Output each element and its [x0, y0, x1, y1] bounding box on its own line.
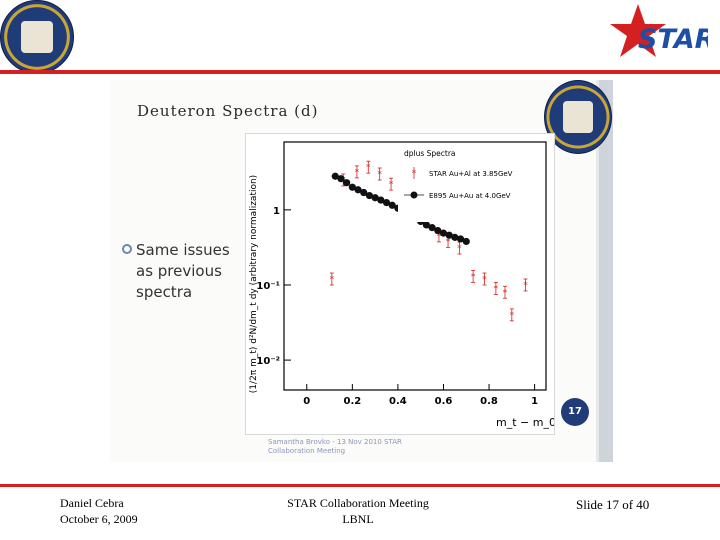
svg-text:*: *	[471, 272, 476, 282]
slide-counter: Slide 17 of 40	[576, 497, 650, 512]
e895-data-point	[422, 221, 430, 229]
embedded-slide: Deuteron Spectra (d) Same issues as prev…	[110, 80, 613, 462]
uc-seal-logo	[0, 0, 74, 74]
svg-text:*: *	[457, 244, 462, 254]
svg-text:*: *	[510, 311, 515, 321]
header-divider	[0, 70, 720, 74]
svg-text:*: *	[437, 232, 442, 242]
e895-data-point	[365, 191, 374, 200]
e895-data-point	[371, 194, 379, 202]
legend-box	[398, 144, 544, 222]
legend: dplus Spectra*STAR Au+Al at 3.85GeVE895 …	[398, 144, 544, 222]
event-location: LBNL	[342, 512, 374, 526]
credit-line-1: Samantha Brovko - 13 Nov 2010 STAR	[268, 438, 402, 446]
star-data-point: *	[389, 177, 394, 191]
bullet-text: Same issues as previous spectra	[136, 241, 230, 301]
star-data-point: *	[471, 270, 476, 283]
x-tick-label: 0.2	[343, 396, 361, 407]
y-tick-label: 1	[273, 206, 280, 217]
svg-text:*: *	[503, 288, 508, 298]
spectra-plot: (1/2π m_t) d²N/dm_t dy (arbitrary normal…	[245, 133, 556, 435]
spectra-chart: (1/2π m_t) d²N/dm_t dy (arbitrary normal…	[249, 141, 556, 429]
slide-credit: Samantha Brovko - 13 Nov 2010 STAR Colla…	[268, 438, 468, 456]
svg-text:*: *	[446, 237, 451, 247]
e895-data-point	[428, 224, 436, 232]
seal-book-emblem-small	[563, 101, 593, 133]
x-tick-label: 0.6	[435, 396, 453, 407]
e895-data-point	[434, 226, 442, 235]
y-tick-label: 10⁻²	[256, 356, 280, 367]
svg-text:*: *	[523, 281, 528, 291]
seal-book-emblem	[21, 21, 53, 53]
x-tick-label: 1	[531, 396, 538, 407]
e895-data-point	[348, 183, 356, 191]
e895-data-point	[462, 237, 470, 246]
e895-data-point	[337, 175, 345, 183]
star-data-point: *	[494, 282, 499, 295]
x-tick-label: 0.8	[480, 396, 498, 407]
uc-seal-small	[544, 80, 612, 154]
svg-text:*: *	[482, 275, 487, 285]
e895-data-point	[451, 233, 459, 241]
bullet-icon	[122, 244, 132, 254]
svg-text:*: *	[389, 180, 394, 190]
star-logo-text: STAR	[638, 24, 708, 55]
slide-page-number: 17	[561, 398, 589, 426]
star-data-point: *	[377, 167, 382, 181]
star-data-point: *	[510, 308, 515, 322]
svg-text:*: *	[366, 163, 371, 173]
star-logo-icon: STAR	[610, 4, 715, 57]
svg-text:*: *	[355, 168, 360, 178]
slide-edge-light	[596, 80, 599, 462]
e895-data-point	[456, 235, 465, 243]
e895-data-point	[388, 201, 396, 209]
e895-data-point	[382, 198, 391, 207]
e895-data-point	[343, 179, 351, 187]
star-data-point: *	[355, 165, 360, 179]
e895-data-point	[377, 196, 385, 204]
e895-data-point	[360, 188, 368, 197]
slide-edge-stripe	[599, 80, 613, 462]
star-data-point: *	[330, 272, 335, 286]
y-axis-label: (1/2π m_t) d²N/dm_t dy (arbitrary normal…	[249, 175, 259, 393]
e895-data-point	[354, 186, 362, 194]
legend-entry: STAR Au+Al at 3.85GeV	[429, 170, 513, 178]
footer-author: Daniel Cebra October 6, 2009	[60, 495, 138, 527]
star-data-point: *	[457, 241, 462, 255]
footer-event: STAR Collaboration Meeting LBNL	[258, 495, 458, 527]
x-tick-label: 0.4	[389, 396, 407, 407]
event-name: STAR Collaboration Meeting	[287, 496, 429, 510]
x-axis-label: m_t − m_0	[496, 416, 554, 429]
e895-data-point	[445, 231, 453, 239]
star-data-point: *	[366, 160, 371, 174]
legend-entry: E895 Au+Au at 4.0GeV	[429, 192, 511, 200]
svg-text:*: *	[494, 284, 499, 294]
star-data-point: *	[482, 272, 487, 286]
credit-line-2: Collaboration Meeting	[268, 447, 346, 455]
footer-divider	[0, 484, 720, 487]
star-logo: STAR	[608, 2, 715, 64]
star-data-point: *	[503, 285, 508, 299]
star-data-point: *	[523, 278, 528, 292]
slide-title: Deuteron Spectra (d)	[137, 102, 319, 120]
e895-data-point	[331, 172, 339, 180]
tick-labels: 0 0.2 0.4 0.6 0.8 1 1 10⁻¹ 10⁻²	[256, 206, 538, 407]
svg-text:*: *	[330, 275, 335, 285]
y-tick-label: 10⁻¹	[256, 281, 280, 292]
x-tick-label: 0	[303, 396, 310, 407]
author-name: Daniel Cebra	[60, 496, 124, 510]
plot-axes-box	[283, 141, 547, 391]
svg-text:*: *	[377, 170, 382, 180]
legend-title: dplus Spectra	[404, 149, 456, 158]
presentation-date: October 6, 2009	[60, 512, 138, 526]
e895-data-point	[439, 229, 448, 237]
